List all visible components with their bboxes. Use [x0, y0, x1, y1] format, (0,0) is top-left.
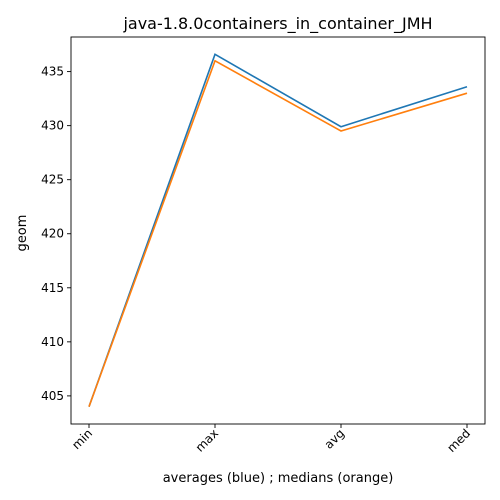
y-tick-label: 415	[41, 281, 64, 295]
series-line-2	[88, 59, 468, 407]
y-tick-label: 435	[41, 65, 64, 79]
y-tick-label: 425	[41, 173, 64, 187]
y-tick-label: 410	[41, 335, 64, 349]
x-axis-label: averages (blue) ; medians (orange)	[163, 471, 394, 486]
chart-title: java-1.8.0containers_in_container_JMH	[122, 14, 432, 34]
axes-frame	[70, 36, 486, 425]
y-tick-label: 405	[41, 389, 64, 403]
y-tick-label: 420	[41, 227, 64, 241]
series-line-1	[88, 53, 468, 407]
y-axis-label: geom	[15, 215, 30, 252]
y-tick-label: 430	[41, 119, 64, 133]
